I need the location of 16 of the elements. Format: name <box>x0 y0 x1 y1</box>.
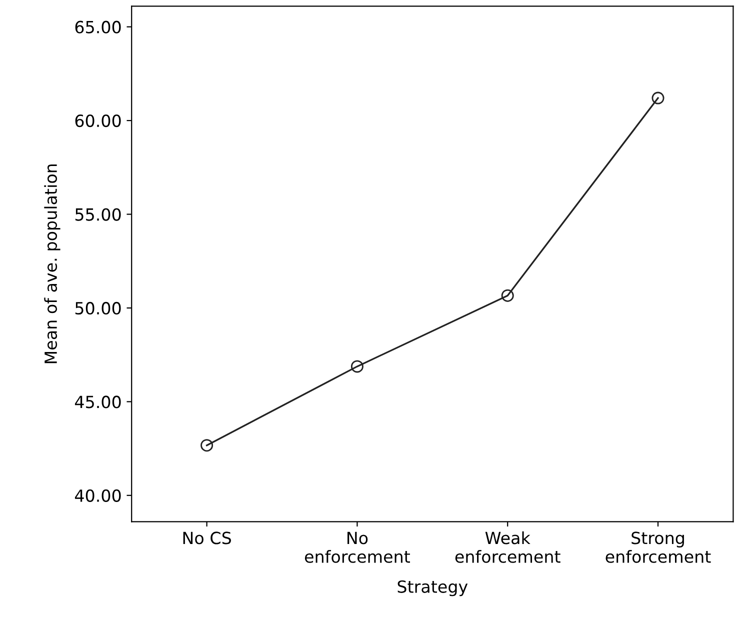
y-tick-label: 65.00 <box>75 20 121 34</box>
y-axis-title: Mean of ave. population <box>44 164 60 364</box>
x-tick-label: Strong enforcement <box>606 532 711 563</box>
y-tick-label: 60.00 <box>75 114 121 128</box>
point <box>200 439 214 452</box>
x-axis-title: Strategy <box>398 580 468 596</box>
x-tick-label: No CS <box>183 532 231 544</box>
point <box>350 360 364 373</box>
y-tick-label: 40.00 <box>74 489 121 502</box>
point <box>501 289 514 302</box>
y-tick-label: 50.00 <box>75 302 121 315</box>
y-tick-label: 55.00 <box>75 208 121 221</box>
x-tick-label: Weak enforcement <box>455 531 560 563</box>
point <box>652 92 664 104</box>
x-tick-label: No enforcement <box>304 532 410 563</box>
y-tick-label: 45.00 <box>74 396 121 408</box>
